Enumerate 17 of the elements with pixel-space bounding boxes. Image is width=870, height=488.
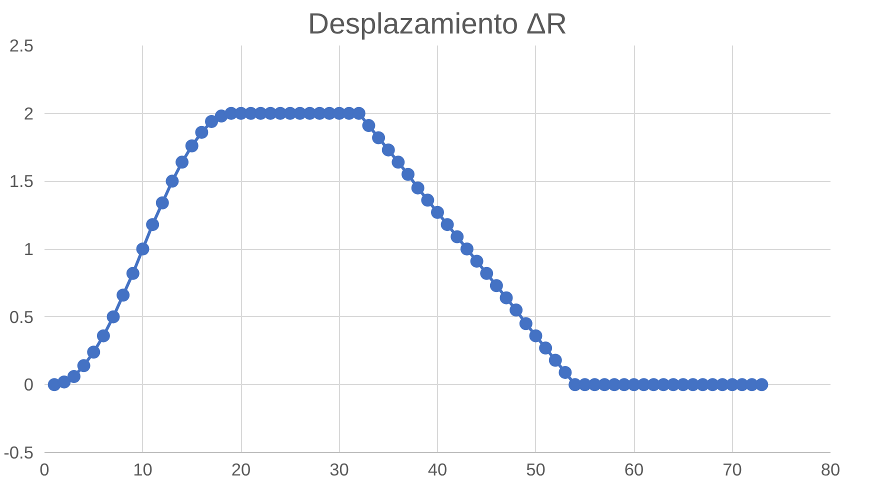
x-tick-label: 50: [526, 460, 546, 480]
chart-title: Desplazamiento ΔR: [308, 8, 568, 40]
x-tick-label: 20: [231, 460, 251, 480]
y-tick-label: 2.5: [9, 36, 34, 56]
y-tick-label: 0: [24, 374, 34, 395]
x-tick-label: 60: [624, 460, 644, 480]
x-tick-label: 80: [820, 460, 840, 480]
y-tick-label: 2: [24, 103, 34, 124]
x-tick-label: 70: [722, 460, 742, 480]
y-tick-label: -0.5: [4, 442, 34, 462]
y-tick-label: 1: [24, 239, 34, 259]
y-tick-label: 0.5: [9, 306, 34, 327]
x-tick-label: 40: [428, 460, 448, 480]
x-tick-label: 30: [330, 460, 349, 480]
y-tick-label: 1.5: [9, 171, 34, 192]
x-tick-label: 0: [40, 460, 50, 480]
x-tick-label: 10: [133, 460, 152, 480]
